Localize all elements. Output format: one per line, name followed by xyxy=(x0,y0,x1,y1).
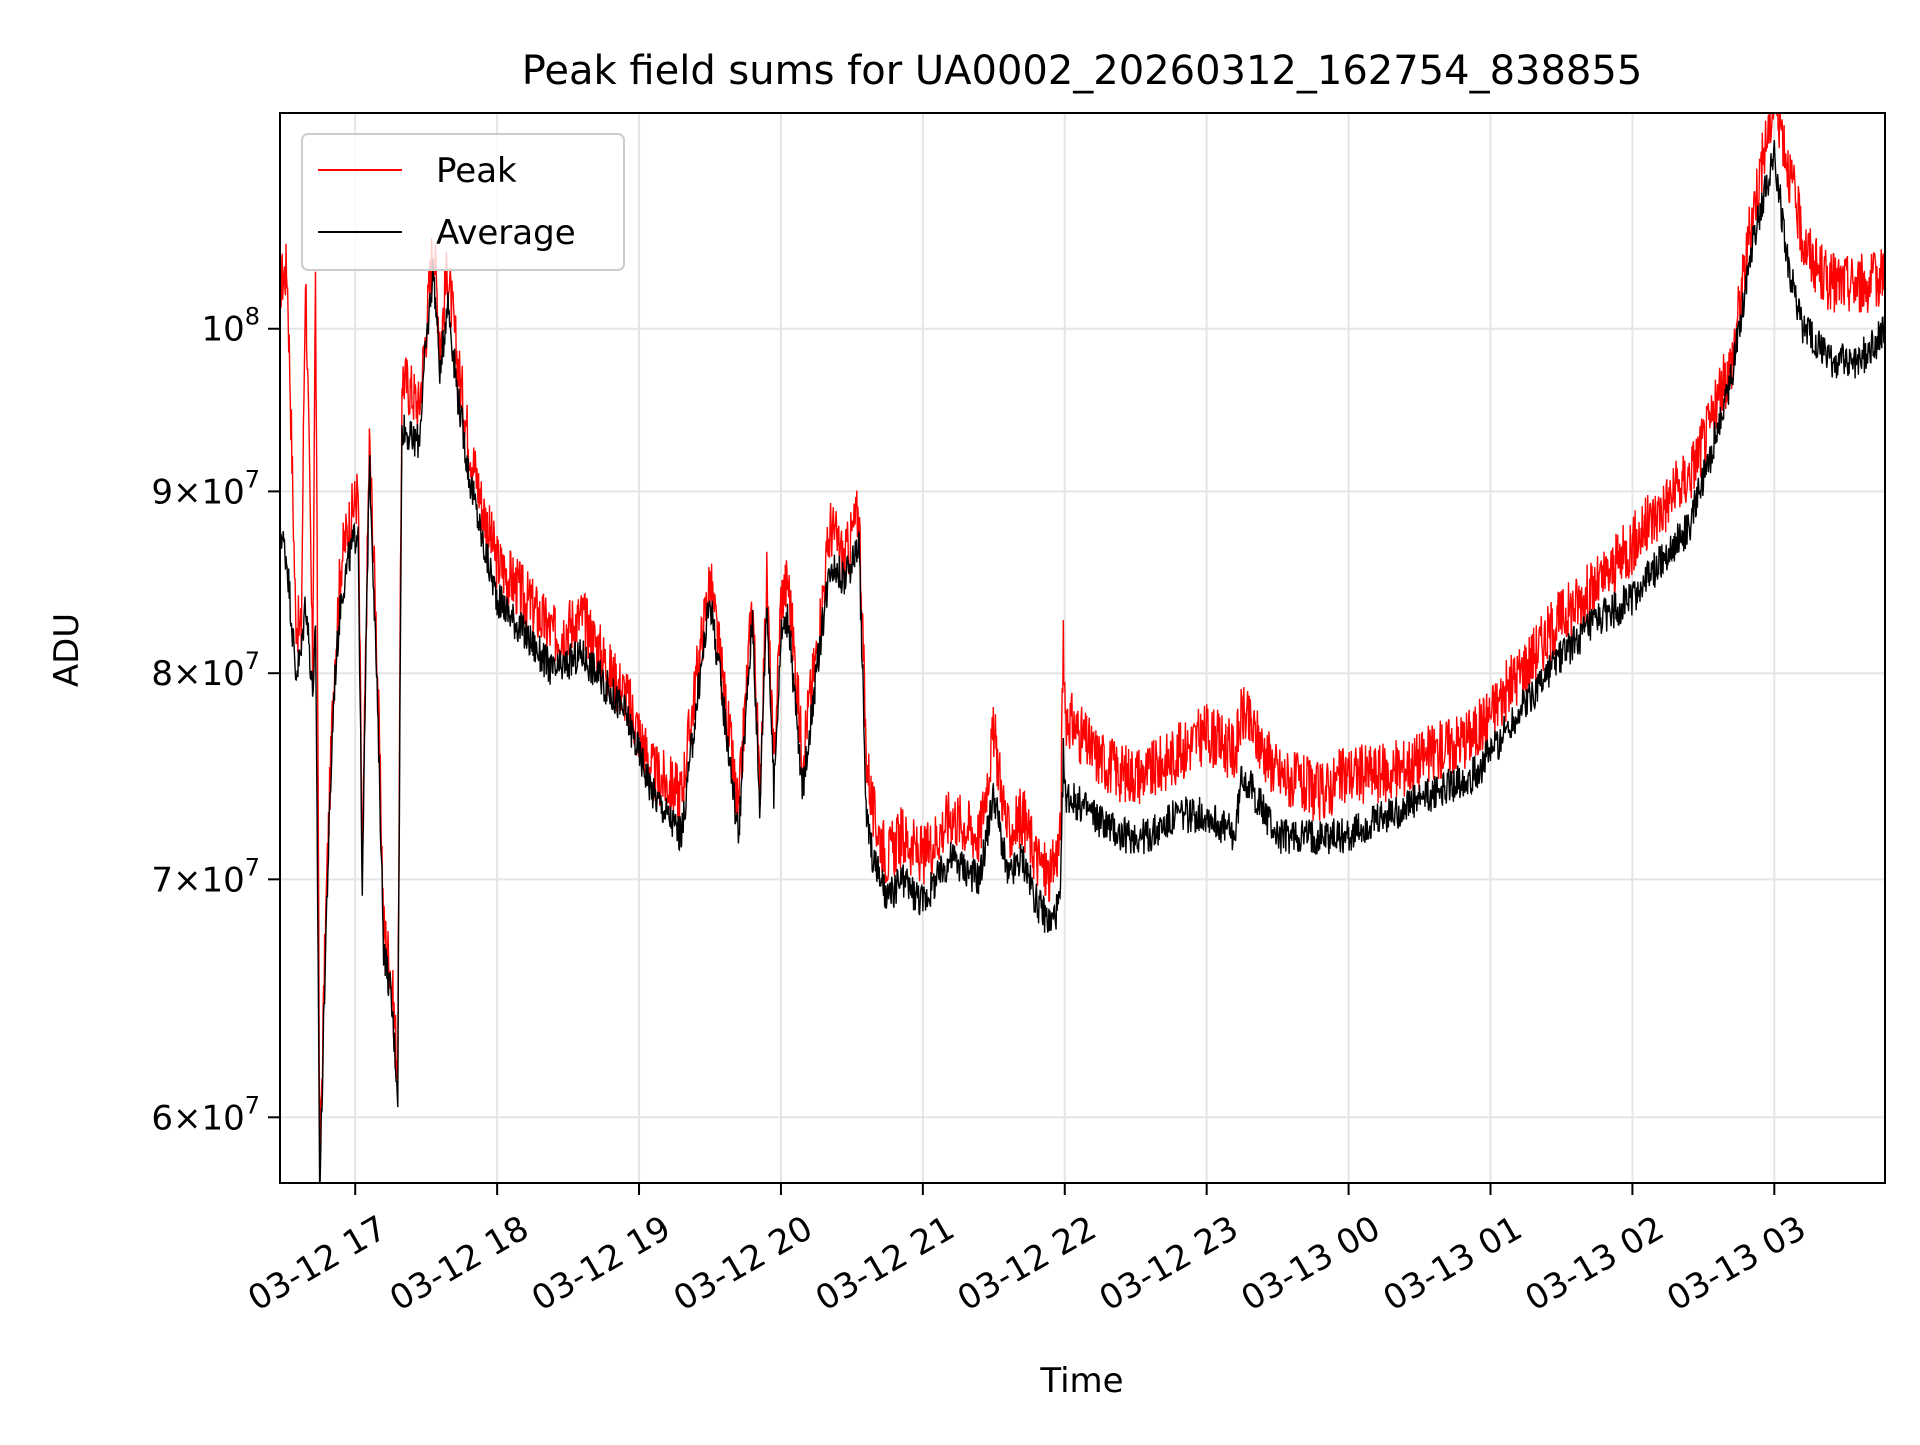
y-tick-label: 108 xyxy=(201,303,260,350)
series-line-average xyxy=(280,140,1885,1183)
grid xyxy=(280,113,1885,1183)
y-tick-label: 9×107 xyxy=(151,465,260,512)
y-tick-label: 6×107 xyxy=(151,1091,260,1138)
axes-frame xyxy=(279,112,1886,1184)
chart-title: Peak field sums for UA0002_20260312_1627… xyxy=(522,48,1643,94)
legend-box xyxy=(301,133,625,271)
y-axis-label: ADU xyxy=(47,613,87,687)
legend: Peak Average xyxy=(301,133,625,271)
series-layer xyxy=(280,113,1885,1183)
legend-label-average: Average xyxy=(436,213,576,253)
y-tick-label: 7×107 xyxy=(151,853,260,900)
x-axis-label: Time xyxy=(1039,1361,1123,1401)
series-line-peak xyxy=(280,113,1885,1152)
legend-label-peak: Peak xyxy=(436,151,517,191)
y-axis: 6×107 7×107 8×107 9×107 108 xyxy=(151,303,280,1138)
y-tick-label: 8×107 xyxy=(151,647,260,694)
